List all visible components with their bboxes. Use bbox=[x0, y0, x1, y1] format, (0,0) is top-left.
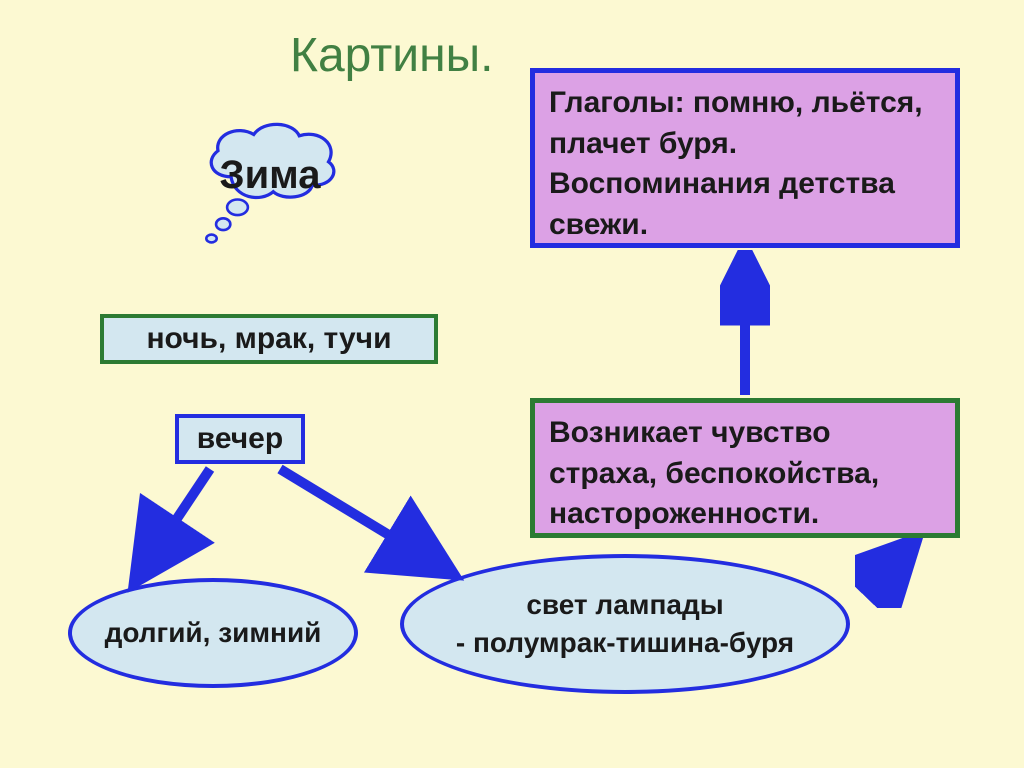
arrow-lamp-to-feeling bbox=[855, 538, 935, 608]
page-title: Картины. bbox=[290, 28, 493, 83]
night-box: ночь, мрак, тучи bbox=[100, 314, 438, 364]
cloud-zima: Зима bbox=[160, 115, 380, 250]
evening-box: вечер bbox=[175, 414, 305, 464]
arrow-evening-to-long bbox=[120, 464, 230, 594]
verbs-box: Глаголы: помню, льётся, плачет буря. Вос… bbox=[530, 68, 960, 248]
ellipse-lamp-line1: свет лампады bbox=[456, 586, 794, 624]
ellipse-long-winter: долгий, зимний bbox=[68, 578, 358, 688]
feeling-box: Возникает чувство страха, беспокойства, … bbox=[530, 398, 960, 538]
arrow-feeling-to-verbs bbox=[720, 250, 770, 400]
ellipse-long-text: долгий, зимний bbox=[105, 617, 322, 649]
ellipse-lamp-line2: - полумрак-тишина-буря bbox=[456, 624, 794, 662]
arrow-evening-to-lamp bbox=[270, 464, 470, 594]
cloud-label: Зима bbox=[160, 153, 380, 198]
